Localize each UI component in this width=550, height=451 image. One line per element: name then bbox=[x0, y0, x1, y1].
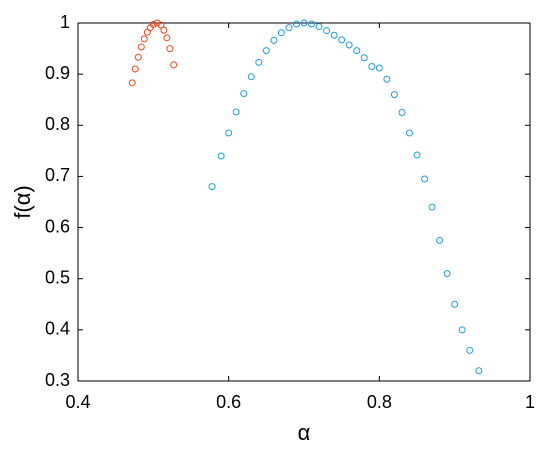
point bbox=[466, 346, 474, 354]
point bbox=[140, 35, 148, 43]
y-tick-label: 0.5 bbox=[45, 267, 70, 287]
x-tick-label: 0.4 bbox=[65, 392, 90, 412]
point bbox=[323, 27, 331, 35]
point bbox=[285, 24, 293, 32]
point bbox=[436, 236, 444, 244]
point bbox=[451, 300, 459, 308]
y-tick-label: 0.4 bbox=[45, 319, 70, 339]
x-tick-label: 0.8 bbox=[367, 392, 392, 412]
point bbox=[315, 23, 323, 31]
point bbox=[240, 90, 248, 98]
point bbox=[421, 175, 429, 183]
point bbox=[292, 20, 300, 28]
point bbox=[308, 20, 316, 28]
point bbox=[170, 61, 178, 69]
point bbox=[353, 47, 361, 55]
x-tick-label: 0.6 bbox=[216, 392, 241, 412]
point bbox=[360, 54, 368, 62]
point bbox=[398, 109, 406, 116]
y-axis-label: f(α) bbox=[10, 185, 35, 218]
x-tick-label: 1 bbox=[525, 392, 535, 412]
point bbox=[300, 19, 308, 27]
point bbox=[270, 36, 278, 44]
point bbox=[345, 41, 353, 49]
point bbox=[390, 91, 398, 99]
y-tick-label: 0.6 bbox=[45, 216, 70, 236]
point bbox=[134, 53, 142, 61]
y-tick-label: 0.8 bbox=[45, 114, 70, 134]
point bbox=[149, 21, 157, 29]
point bbox=[475, 367, 483, 375]
point bbox=[247, 73, 255, 81]
y-tick-label: 0.7 bbox=[45, 165, 70, 185]
point bbox=[225, 129, 233, 137]
point bbox=[157, 21, 165, 29]
y-tick-label: 0.3 bbox=[45, 370, 70, 390]
point bbox=[413, 151, 421, 159]
point bbox=[137, 43, 145, 51]
point bbox=[208, 183, 216, 191]
point bbox=[383, 75, 391, 83]
plot-frame bbox=[77, 22, 531, 382]
point bbox=[131, 65, 139, 73]
y-tick-label: 1 bbox=[60, 12, 70, 32]
point bbox=[338, 36, 346, 44]
point bbox=[368, 62, 376, 70]
y-tick-label: 0.9 bbox=[45, 63, 70, 83]
point bbox=[443, 270, 451, 278]
point bbox=[375, 64, 383, 72]
point bbox=[128, 79, 136, 87]
point bbox=[163, 34, 171, 42]
point bbox=[458, 326, 466, 334]
point bbox=[160, 26, 168, 34]
point bbox=[255, 58, 263, 66]
point bbox=[217, 152, 225, 160]
point bbox=[262, 47, 270, 55]
x-axis-label: α bbox=[298, 420, 311, 445]
point bbox=[405, 129, 413, 137]
point bbox=[428, 203, 436, 211]
point bbox=[153, 19, 161, 27]
point bbox=[232, 108, 240, 116]
point bbox=[166, 45, 174, 53]
point bbox=[277, 29, 285, 37]
point bbox=[330, 31, 338, 39]
